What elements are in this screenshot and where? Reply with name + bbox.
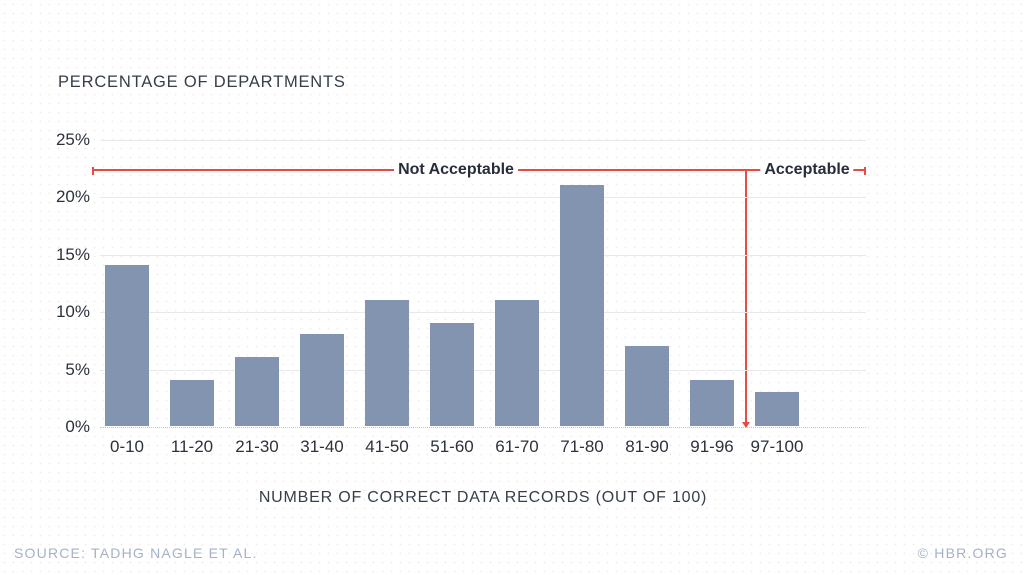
bar-97-100 bbox=[755, 392, 799, 426]
y-tick-10%: 10% bbox=[55, 302, 90, 321]
y-tick-20%: 20% bbox=[55, 187, 90, 206]
bar-61-70 bbox=[495, 300, 539, 426]
y-tick-25%: 25% bbox=[55, 130, 90, 149]
bar-21-30 bbox=[235, 357, 279, 426]
bar-31-40 bbox=[300, 334, 344, 426]
y-tick-5%: 5% bbox=[65, 360, 90, 379]
threshold-line-right-tick bbox=[864, 167, 866, 175]
source-credit: SOURCE: TADHG NAGLE ET AL. bbox=[14, 545, 258, 561]
x-tick-81-90: 81-90 bbox=[625, 437, 669, 456]
bar-81-90 bbox=[625, 346, 669, 426]
x-tick-97-100: 97-100 bbox=[750, 437, 804, 456]
bar-41-50 bbox=[365, 300, 409, 426]
threshold-line-left-tick bbox=[92, 167, 94, 175]
gridline-25% bbox=[100, 140, 866, 141]
gridline-15% bbox=[100, 255, 866, 256]
bar-71-80 bbox=[560, 185, 604, 426]
gridline-5% bbox=[100, 370, 866, 371]
acceptable-divider-line bbox=[742, 169, 750, 428]
x-tick-31-40: 31-40 bbox=[300, 437, 344, 456]
x-tick-51-60: 51-60 bbox=[430, 437, 474, 456]
bar-11-20 bbox=[170, 380, 214, 426]
bar-91-96 bbox=[690, 380, 734, 426]
divider-arrowhead-icon bbox=[742, 422, 750, 428]
x-tick-91-96: 91-96 bbox=[690, 437, 734, 456]
copyright-notice: © HBR.ORG bbox=[917, 545, 1008, 561]
plot-area: Not Acceptable Acceptable 25% 20% 15% 10% 5%… bbox=[56, 130, 866, 456]
x-tick-41-50: 41-50 bbox=[365, 437, 409, 456]
gridline-10% bbox=[100, 312, 866, 313]
bar-0-10 bbox=[105, 265, 149, 426]
y-axis-title: PERCENTAGE OF DEPARTMENTS bbox=[58, 73, 346, 91]
x-tick-61-70: 61-70 bbox=[495, 437, 539, 456]
not-acceptable-label: Not Acceptable bbox=[394, 160, 518, 180]
acceptable-label: Acceptable bbox=[760, 160, 854, 180]
gridline-20% bbox=[100, 197, 866, 198]
x-tick-71-80: 71-80 bbox=[560, 437, 604, 456]
x-tick-11-20: 11-20 bbox=[170, 437, 214, 456]
bar-51-60 bbox=[430, 323, 474, 426]
gridline-0% bbox=[100, 427, 866, 428]
x-tick-21-30: 21-30 bbox=[235, 437, 279, 456]
x-axis-title: NUMBER OF CORRECT DATA RECORDS (OUT OF 1… bbox=[258, 489, 708, 506]
x-tick-0-10: 0-10 bbox=[109, 437, 145, 456]
y-tick-15%: 15% bbox=[55, 245, 90, 264]
y-tick-0%: 0% bbox=[65, 417, 90, 436]
